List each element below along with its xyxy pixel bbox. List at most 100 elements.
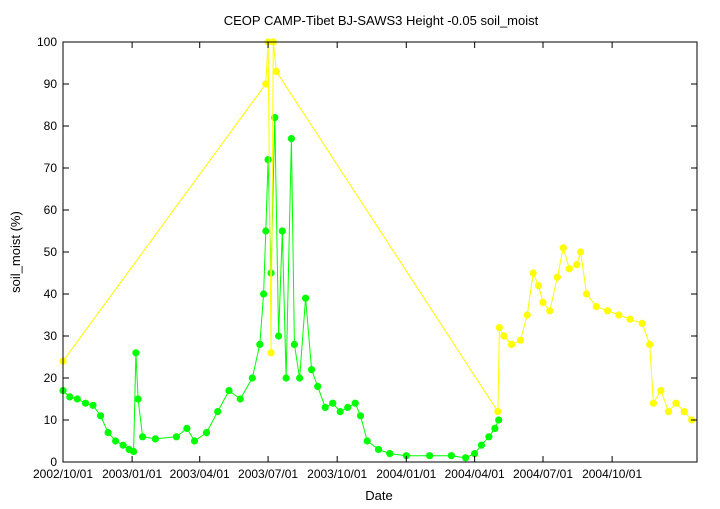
series-0-point-46 <box>386 450 394 458</box>
series-0-point-44 <box>363 437 371 445</box>
series-0-point-53 <box>485 433 493 441</box>
series-1-point-26 <box>638 319 646 327</box>
series-0-point-38 <box>321 403 329 411</box>
series-1-point-11 <box>523 311 531 319</box>
series-1-point-18 <box>565 265 573 273</box>
series-0-point-31 <box>282 374 290 382</box>
series-1-line <box>62 41 693 421</box>
y-axis-label: soil_moist (%) <box>8 211 23 293</box>
y-tick-label-50: 50 <box>44 245 58 259</box>
series-1-point-25 <box>626 315 634 323</box>
series-0-point-41 <box>344 403 352 411</box>
plot-frame <box>62 41 698 463</box>
y-tick-label-30: 30 <box>44 329 58 343</box>
y-tick-label-80: 80 <box>44 119 58 133</box>
series-0-point-6 <box>104 429 112 437</box>
series-0-point-14 <box>151 435 159 443</box>
series-1-point-28 <box>649 399 658 407</box>
series-0-point-39 <box>329 399 337 407</box>
series-1-point-10 <box>516 336 525 344</box>
series-0-point-55 <box>495 416 503 424</box>
series-0-point-20 <box>225 387 233 395</box>
series-1-point-7 <box>495 324 503 332</box>
series-1-point-9 <box>507 340 516 348</box>
y-tick-label-40: 40 <box>44 287 58 301</box>
series-1-point-30 <box>664 408 673 416</box>
x-tick-label-6: 2004/04/01 <box>445 467 505 481</box>
data-layer <box>59 38 696 462</box>
axis-layer: 0 10 20 30 40 50 60 70 80 90 100 2002/10/01 2003/01/… <box>33 35 698 481</box>
series-0-point-17 <box>190 437 199 445</box>
series-1-point-17 <box>559 244 567 252</box>
series-0-point-52 <box>477 441 485 449</box>
series-1-point-8 <box>500 332 508 340</box>
series-0-point-40 <box>336 408 344 416</box>
y-tick-label-10: 10 <box>44 413 58 427</box>
series-0-point-33 <box>290 340 298 348</box>
x-tick-label-2: 2003/04/01 <box>170 467 230 481</box>
y-tick-label-90: 90 <box>44 77 58 91</box>
x-tick-label-8: 2004/10/01 <box>582 467 642 481</box>
series-0-point-23 <box>256 340 264 348</box>
series-0-point-34 <box>296 374 304 382</box>
series-0-point-50 <box>462 454 470 462</box>
series-0-point-13 <box>139 433 147 441</box>
series-0-point-30 <box>278 227 286 235</box>
series-1-point-5 <box>272 67 280 75</box>
series-0-point-10 <box>130 447 138 456</box>
series-0-point-3 <box>81 399 90 407</box>
series-0-point-48 <box>426 452 434 460</box>
series-1-point-15 <box>546 307 554 315</box>
series-1-point-20 <box>577 248 585 256</box>
series-0-point-36 <box>308 366 316 374</box>
series-1-point-21 <box>583 290 591 298</box>
series-1-point-29 <box>657 387 665 395</box>
series-0-point-47 <box>402 452 410 460</box>
x-tick-label-0: 2002/10/01 <box>33 467 93 481</box>
x-tick-label-5: 2004/01/01 <box>376 467 436 481</box>
series-0-point-35 <box>302 294 310 302</box>
series-0-point-29 <box>275 332 283 340</box>
y-tick-label-0: 0 <box>50 455 57 469</box>
y-tick-label-70: 70 <box>44 161 58 175</box>
series-1-point-16 <box>553 273 561 281</box>
series-0-point-24 <box>260 290 268 298</box>
series-1-point-23 <box>604 307 612 315</box>
series-0-point-12 <box>134 395 142 403</box>
x-tick-label-7: 2004/07/01 <box>513 467 573 481</box>
series-0-point-42 <box>351 399 359 407</box>
series-0-point-54 <box>491 424 499 432</box>
series-0-point-19 <box>214 408 222 416</box>
series-0-point-25 <box>262 227 270 235</box>
series-1-point-3 <box>267 349 275 357</box>
series-1-point-1 <box>262 80 270 88</box>
series-0-line <box>62 117 500 459</box>
series-0-point-49 <box>447 452 455 460</box>
series-0-point-4 <box>89 401 97 409</box>
series-0-point-45 <box>374 445 383 453</box>
series-0-point-51 <box>471 450 479 458</box>
series-0-point-8 <box>119 441 127 449</box>
series-0-point-18 <box>202 429 211 437</box>
series-1-point-12 <box>529 269 537 277</box>
x-tick-label-4: 2003/10/01 <box>307 467 367 481</box>
x-tick-label-3: 2003/07/01 <box>238 467 298 481</box>
series-1-point-13 <box>534 282 543 290</box>
series-0-point-2 <box>73 395 81 403</box>
series-0-point-1 <box>66 393 74 401</box>
y-tick-label-20: 20 <box>44 371 58 385</box>
y-tick-label-60: 60 <box>44 203 58 217</box>
series-1-point-27 <box>646 340 654 348</box>
series-1-point-24 <box>615 311 623 319</box>
series-0-point-16 <box>183 424 191 432</box>
series-0-point-5 <box>97 412 105 420</box>
series-1-point-22 <box>592 303 600 311</box>
series-0-point-7 <box>112 437 120 445</box>
series-0-point-15 <box>172 433 180 441</box>
series-1-point-31 <box>672 399 680 407</box>
series-1-point-32 <box>680 408 688 416</box>
series-0-point-37 <box>314 382 322 390</box>
series-0-point-11 <box>132 349 140 357</box>
